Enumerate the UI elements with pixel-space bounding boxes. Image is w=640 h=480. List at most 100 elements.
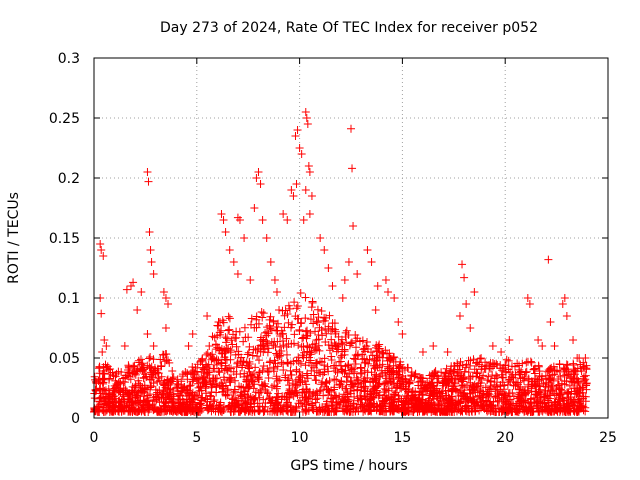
roti-point [312,376,321,385]
roti-point [522,407,531,416]
roti-point [527,384,536,393]
roti-point [292,404,301,413]
roti-point [273,407,282,416]
roti-point [373,353,382,362]
roti-point [581,392,590,401]
roti-point [573,354,582,362]
roti-point [228,395,237,404]
roti-point [543,394,552,403]
roti-point [394,364,403,373]
roti-point [261,398,270,407]
roti-point [330,385,339,394]
roti-point [491,385,500,394]
roti-point [250,204,259,212]
roti-point [167,397,176,406]
roti-point [571,367,580,376]
roti-point [138,367,147,376]
roti-point [542,402,551,411]
roti-point [206,391,215,400]
roti-point [330,325,339,334]
roti-point [576,384,585,393]
roti-point [222,355,231,364]
roti-point [310,371,319,380]
roti-point [259,381,268,390]
roti-point [489,406,498,415]
roti-point [295,377,304,386]
roti-point [248,407,257,416]
roti-point [326,327,335,336]
roti-point [145,228,154,236]
roti-point [291,380,300,389]
roti-point [546,365,555,374]
roti-point [581,403,590,412]
roti-point [178,372,187,381]
roti-point [308,298,317,307]
roti-point [472,368,481,377]
roti-point [533,375,542,384]
roti-point [198,354,207,363]
roti-point [546,318,555,326]
roti-point [433,371,442,380]
roti-point [302,334,311,343]
roti-point [90,372,99,381]
roti-point [98,378,107,387]
roti-point [102,342,111,350]
roti-point [295,326,304,335]
roti-point [307,192,316,200]
roti-point [213,343,222,352]
roti-point [149,368,158,377]
roti-point [265,393,274,402]
roti-point [301,186,310,194]
roti-point [563,371,572,380]
roti-point [530,365,539,374]
roti-point [136,381,145,390]
roti-point [321,379,330,388]
roti-point [131,370,140,379]
roti-point [251,388,260,397]
roti-point [96,240,105,248]
roti-point [159,379,168,388]
roti-point [411,370,420,379]
roti-point [450,374,459,383]
roti-point [483,376,492,385]
roti-point [202,401,211,410]
roti-point [361,377,370,386]
roti-point [528,377,537,386]
roti-point [147,370,156,379]
roti-point [227,336,236,345]
roti-point [500,391,509,400]
roti-point [378,349,387,358]
roti-point [246,392,255,401]
roti-point [233,270,242,278]
roti-point [94,364,103,373]
roti-point [258,313,267,322]
roti-point [139,405,148,414]
roti-point [458,260,467,269]
roti-point [258,216,267,224]
roti-point [215,368,224,377]
roti-point [398,378,407,387]
roti-point [280,323,289,332]
roti-point [127,282,136,290]
roti-point [496,382,505,391]
roti-point [313,394,322,403]
roti-point [225,246,234,254]
roti-point [387,384,396,393]
roti-point [398,330,407,338]
roti-point [161,324,170,332]
roti-point [573,402,582,411]
roti-point [232,363,241,372]
roti-point [391,390,400,399]
roti-point [367,407,376,416]
roti-point [236,391,245,400]
roti-point [252,312,261,321]
roti-point [99,369,108,378]
roti-point [287,186,296,194]
roti-point [406,376,415,385]
roti-point [263,348,272,357]
roti-point [469,395,478,404]
roti-point [346,376,355,385]
roti-point [580,372,589,381]
roti-point [219,405,228,414]
roti-point [360,358,369,367]
